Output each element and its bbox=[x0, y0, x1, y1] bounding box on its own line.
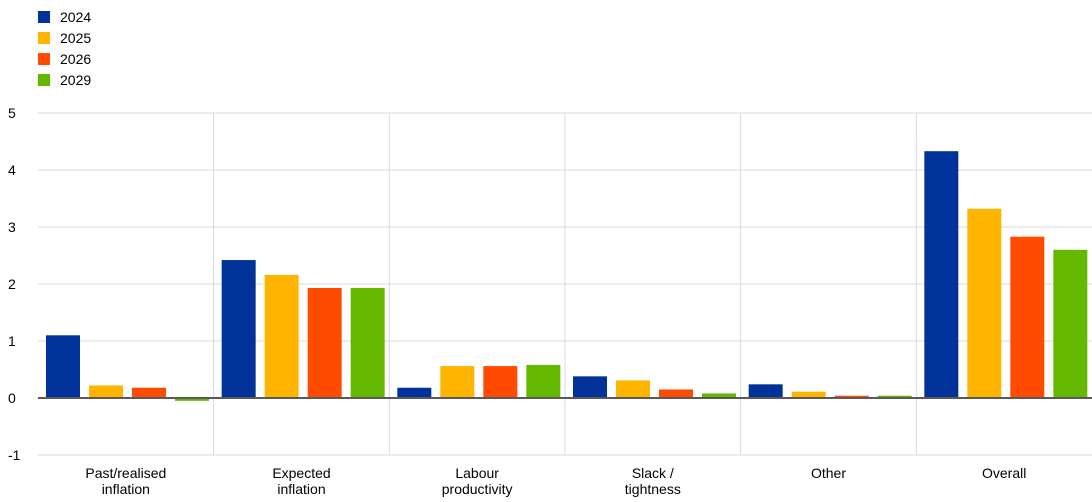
y-tick-label: 0 bbox=[8, 390, 16, 406]
legend-label-2029: 2029 bbox=[60, 72, 91, 88]
x-tick-label: Past/realised inflation bbox=[85, 465, 166, 497]
bar-2029-5 bbox=[1053, 249, 1088, 398]
bar-2025-4 bbox=[791, 391, 826, 398]
x-tick-label: Slack / tightness bbox=[625, 465, 681, 497]
y-tick-label: 1 bbox=[8, 333, 16, 349]
legend-label-2026: 2026 bbox=[60, 51, 91, 67]
x-tick-label: Overall bbox=[982, 465, 1026, 481]
legend-swatch-2026 bbox=[38, 53, 50, 65]
bar-2026-3 bbox=[659, 389, 693, 398]
legend-swatch-2025 bbox=[38, 32, 50, 44]
bar-2026-0 bbox=[132, 387, 166, 398]
bar-2025-0 bbox=[89, 385, 123, 398]
bar-2025-1 bbox=[264, 274, 299, 398]
x-tick-label: Labour productivity bbox=[442, 465, 513, 497]
bar-2024-1 bbox=[221, 260, 256, 398]
bar-2026-2 bbox=[483, 366, 518, 398]
bar-2029-2 bbox=[526, 364, 561, 398]
bar-2029-4 bbox=[877, 395, 912, 398]
legend-swatch-2029 bbox=[38, 74, 50, 86]
y-tick-label: 3 bbox=[8, 219, 16, 235]
x-axis-category-labels: Past/realised inflation Expected inflation L… bbox=[85, 465, 1026, 497]
bar-2026-1 bbox=[307, 287, 342, 398]
legend-label-2025: 2025 bbox=[60, 30, 91, 46]
y-tick-label: 2 bbox=[8, 276, 16, 292]
chart-legend: 2024 2025 2026 2029 bbox=[38, 9, 91, 88]
legend-swatch-2024 bbox=[38, 11, 50, 23]
bar-2026-5 bbox=[1010, 236, 1045, 398]
bar-2029-3 bbox=[702, 393, 736, 398]
bar-2029-0 bbox=[175, 398, 209, 401]
chart-gridlines bbox=[38, 112, 1092, 456]
bar-2026-4 bbox=[834, 395, 869, 398]
bar-2025-5 bbox=[967, 208, 1002, 398]
bar-2029-1 bbox=[350, 287, 385, 398]
bar-2024-2 bbox=[397, 387, 432, 398]
bar-2024-5 bbox=[924, 151, 959, 398]
bar-2024-4 bbox=[748, 384, 783, 398]
chart-bars bbox=[46, 151, 1088, 401]
bar-2024-0 bbox=[46, 335, 80, 398]
y-axis-tick-labels: -1 0 1 2 3 4 5 bbox=[8, 105, 21, 463]
y-tick-label: 5 bbox=[8, 105, 16, 121]
legend-label-2024: 2024 bbox=[60, 9, 91, 25]
x-tick-label: Other bbox=[811, 465, 846, 481]
bar-2025-3 bbox=[616, 380, 650, 398]
x-tick-label: Expected inflation bbox=[272, 465, 330, 497]
bar-2024-3 bbox=[573, 376, 607, 398]
y-tick-label: -1 bbox=[8, 447, 21, 463]
bar-2025-2 bbox=[440, 366, 475, 398]
y-tick-label: 4 bbox=[8, 162, 16, 178]
